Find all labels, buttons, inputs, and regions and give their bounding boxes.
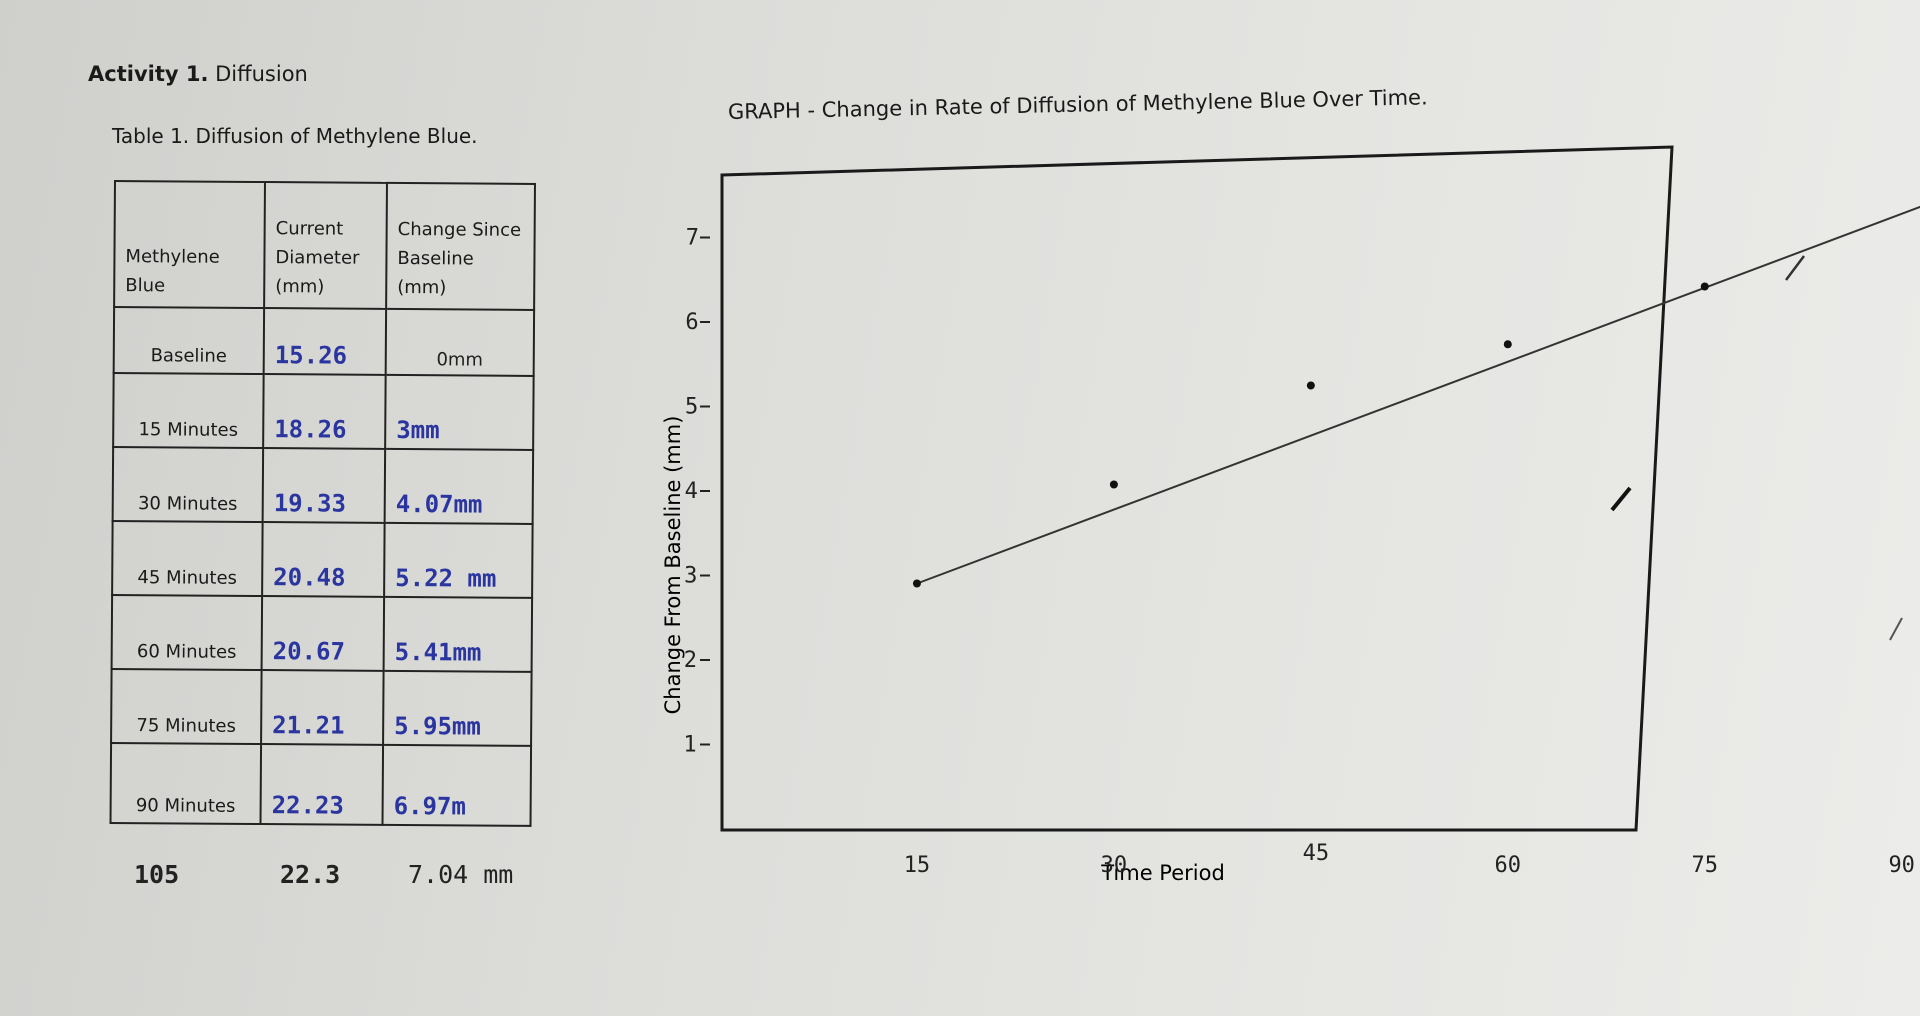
header-current-diameter: Current Diameter (mm) [264,182,387,309]
activity-heading: Activity 1. Diffusion [88,62,308,86]
table-row: 75 Minutes 21.21 5.95mm [111,668,532,746]
diameter-value: 15.26 [263,308,387,375]
y-axis-title: Change From Baseline (mm) [661,416,685,715]
diffusion-table: Methylene Blue Current Diameter (mm) Cha… [110,180,536,827]
table-row: 90 Minutes 22.23 6.97m [110,742,532,826]
trendline [916,205,1920,585]
diameter-value: 19.33 [262,448,386,523]
pencil-mark [1785,255,1805,281]
row-label: Baseline [113,307,265,375]
table-caption: Table 1. Diffusion of Methylene Blue. [112,124,478,148]
change-value: 6.97m [382,744,532,826]
change-value: 5.22 mm [384,522,533,598]
row-label: 90 Minutes [110,742,262,825]
x-tick-label: 45 [1303,841,1330,866]
row-label: 30 Minutes [112,447,264,523]
y-tick-label: 4 [685,479,698,504]
x-axis-title: Time Period [1100,861,1225,885]
graph-caption: GRAPH - Change in Rate of Diffusion of M… [727,85,1428,124]
table-row: 45 Minutes 20.48 5.22 mm [112,520,533,598]
change-value: 5.95mm [383,670,532,746]
table-row: 15 Minutes 18.26 3mm [113,373,534,450]
trendline-segment [916,205,1920,585]
extra-row-change: 7.04 mm [408,860,514,889]
data-point [1109,480,1118,489]
change-value: 3mm [385,374,534,450]
activity-topic: Diffusion [215,62,308,86]
pencil-mark [1610,486,1632,512]
y-tick-label: 2 [684,648,697,673]
y-tick-label: 7 [686,226,699,251]
change-value: 0mm [385,308,535,376]
x-tick-label: 75 [1692,853,1719,878]
x-tick-label: 30 [1101,853,1128,878]
diameter-value: 22.23 [260,744,384,825]
data-point [1503,340,1512,349]
diameter-value: 20.67 [261,596,385,671]
extra-row-diameter: 22.3 [280,860,341,889]
row-label: 75 Minutes [111,668,262,745]
data-point [1306,381,1315,390]
diameter-value: 20.48 [262,522,385,597]
change-value: 5.41mm [383,596,533,672]
table-row: Baseline 15.26 0mm [113,307,535,376]
y-tick-label: 6 [685,310,698,335]
header-methylene-blue: Methylene Blue [114,181,265,309]
x-tick-labels: 15 30 45 60 75 90 [904,841,1915,878]
row-label: 60 Minutes [111,594,263,671]
diameter-value: 18.26 [263,374,386,449]
table-row: 60 Minutes 20.67 5.41mm [111,594,533,672]
x-tick-label: 15 [904,853,931,878]
x-tick-label: 90 [1888,853,1915,878]
y-tick-label: 5 [685,395,698,420]
change-value: 4.07mm [384,448,534,524]
header-change-since-baseline: Change Since Baseline (mm) [386,182,535,310]
x-tick-label: 60 [1495,853,1522,878]
pencil-mark [1889,617,1903,641]
row-label: 15 Minutes [113,373,264,449]
activity-number: Activity 1. [88,62,209,86]
row-label: 45 Minutes [112,520,263,597]
y-tick-labels: 1 2 3 4 5 6 7 [683,226,710,758]
table-row: 30 Minutes 19.33 4.07mm [112,447,534,524]
data-point [912,579,921,588]
data-points [912,282,1709,588]
y-tick-label: 3 [684,564,697,589]
diameter-value: 21.21 [261,670,384,745]
plot-frame [720,145,1674,832]
table-header-row: Methylene Blue Current Diameter (mm) Cha… [114,181,535,310]
data-point [1700,282,1709,291]
y-tick-label: 1 [683,733,696,758]
extra-row-label: 105 [134,860,180,889]
